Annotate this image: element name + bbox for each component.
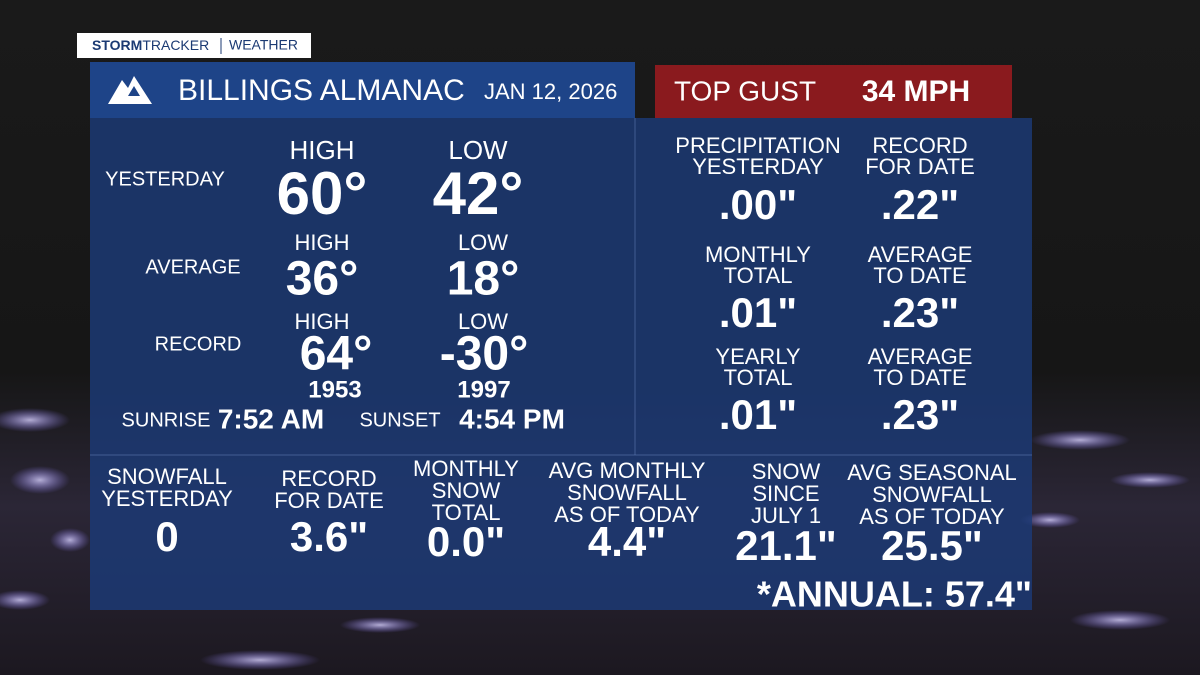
- brand-light: TRACKER: [142, 37, 209, 53]
- sunset-time: 4:54 PM: [459, 403, 565, 434]
- cell-label: MONTHLY: [413, 456, 519, 481]
- low-label: LOW: [458, 309, 508, 334]
- brand-section: WEATHER: [229, 37, 298, 53]
- cell-value: 4.4": [588, 518, 666, 565]
- cell-label: YEARLY: [715, 344, 801, 369]
- cell-label: TOTAL: [432, 500, 501, 525]
- cell-label: AS OF TODAY: [859, 504, 1005, 529]
- cell-label: TOTAL: [724, 263, 793, 288]
- low-label: LOW: [458, 230, 508, 255]
- cell-label: TO DATE: [873, 365, 966, 390]
- cell-value: .23": [881, 289, 959, 336]
- cell-label: AVG MONTHLY: [549, 458, 706, 483]
- header-date: JAN 12, 2026: [484, 79, 617, 104]
- cell-value: 0.0": [427, 518, 505, 565]
- cell-label: PRECIPITATION: [675, 133, 840, 158]
- high-year: 1953: [308, 376, 361, 403]
- low-value: 18°: [447, 253, 520, 306]
- cell-label: RECORD: [872, 133, 967, 158]
- cell-label: JULY 1: [751, 503, 821, 528]
- sunrise-time: 7:52 AM: [218, 403, 324, 434]
- high-label: HIGH: [290, 135, 355, 165]
- cell-label: TO DATE: [873, 263, 966, 288]
- cell-value: .22": [881, 181, 959, 228]
- cell-label: SNOWFALL: [567, 480, 687, 505]
- brand-strong: STORM: [92, 37, 142, 53]
- row-label: YESTERDAY: [105, 168, 225, 190]
- cell-label: AS OF TODAY: [554, 502, 700, 527]
- cell-label: SNOWFALL: [872, 482, 992, 507]
- row-label: RECORD: [155, 333, 242, 355]
- gust-label: TOP GUST: [674, 75, 816, 106]
- cell-label: SNOW: [432, 478, 501, 503]
- sunrise-label: SUNRISE: [122, 409, 211, 431]
- cell-label: SNOW: [752, 459, 821, 484]
- cell-value: .23": [881, 391, 959, 438]
- header-title: BILLINGS ALMANAC: [178, 74, 465, 107]
- high-value: 36°: [286, 253, 359, 306]
- cell-label: FOR DATE: [274, 488, 384, 513]
- brand: STORMTRACKER: [92, 37, 209, 53]
- cell-value: .01": [719, 391, 797, 438]
- cell-value: 3.6": [290, 513, 368, 560]
- cell-label: FOR DATE: [865, 154, 975, 179]
- mountain-icon: [108, 76, 152, 104]
- cell-value: 25.5": [881, 522, 983, 569]
- cell-label: YESTERDAY: [692, 154, 824, 179]
- cell-value: .00": [719, 181, 797, 228]
- low-year: 1997: [457, 376, 510, 403]
- cell-label: AVERAGE: [868, 242, 973, 267]
- cell-label: AVG SEASONAL: [847, 460, 1017, 485]
- annual-note: *ANNUAL: 57.4": [757, 574, 1032, 615]
- cell-value: .01": [719, 289, 797, 336]
- cell-label: AVERAGE: [868, 344, 973, 369]
- row-label: AVERAGE: [145, 256, 240, 278]
- low-value: 42°: [433, 160, 524, 227]
- high-value: 64°: [300, 328, 373, 381]
- gust-value: 34 MPH: [862, 75, 970, 108]
- cell-label: TOTAL: [724, 365, 793, 390]
- sunset-label: SUNSET: [359, 409, 440, 431]
- cell-label: MONTHLY: [705, 242, 811, 267]
- cell-value: 21.1": [735, 522, 837, 569]
- low-label: LOW: [448, 135, 508, 165]
- main-panel: [90, 118, 1032, 610]
- high-value: 60°: [277, 160, 368, 227]
- cell-label: YESTERDAY: [101, 486, 233, 511]
- high-label: HIGH: [295, 230, 350, 255]
- cell-label: RECORD: [281, 466, 376, 491]
- cell-label: SINCE: [752, 481, 819, 506]
- gust-box: [655, 65, 1012, 118]
- high-label: HIGH: [295, 309, 350, 334]
- cell-label: SNOWFALL: [107, 464, 227, 489]
- cell-value: 0: [155, 513, 178, 560]
- header-bar: [90, 62, 635, 118]
- city-lights: [0, 408, 1190, 670]
- brand-tag: [77, 33, 311, 58]
- low-value: -30°: [440, 328, 529, 381]
